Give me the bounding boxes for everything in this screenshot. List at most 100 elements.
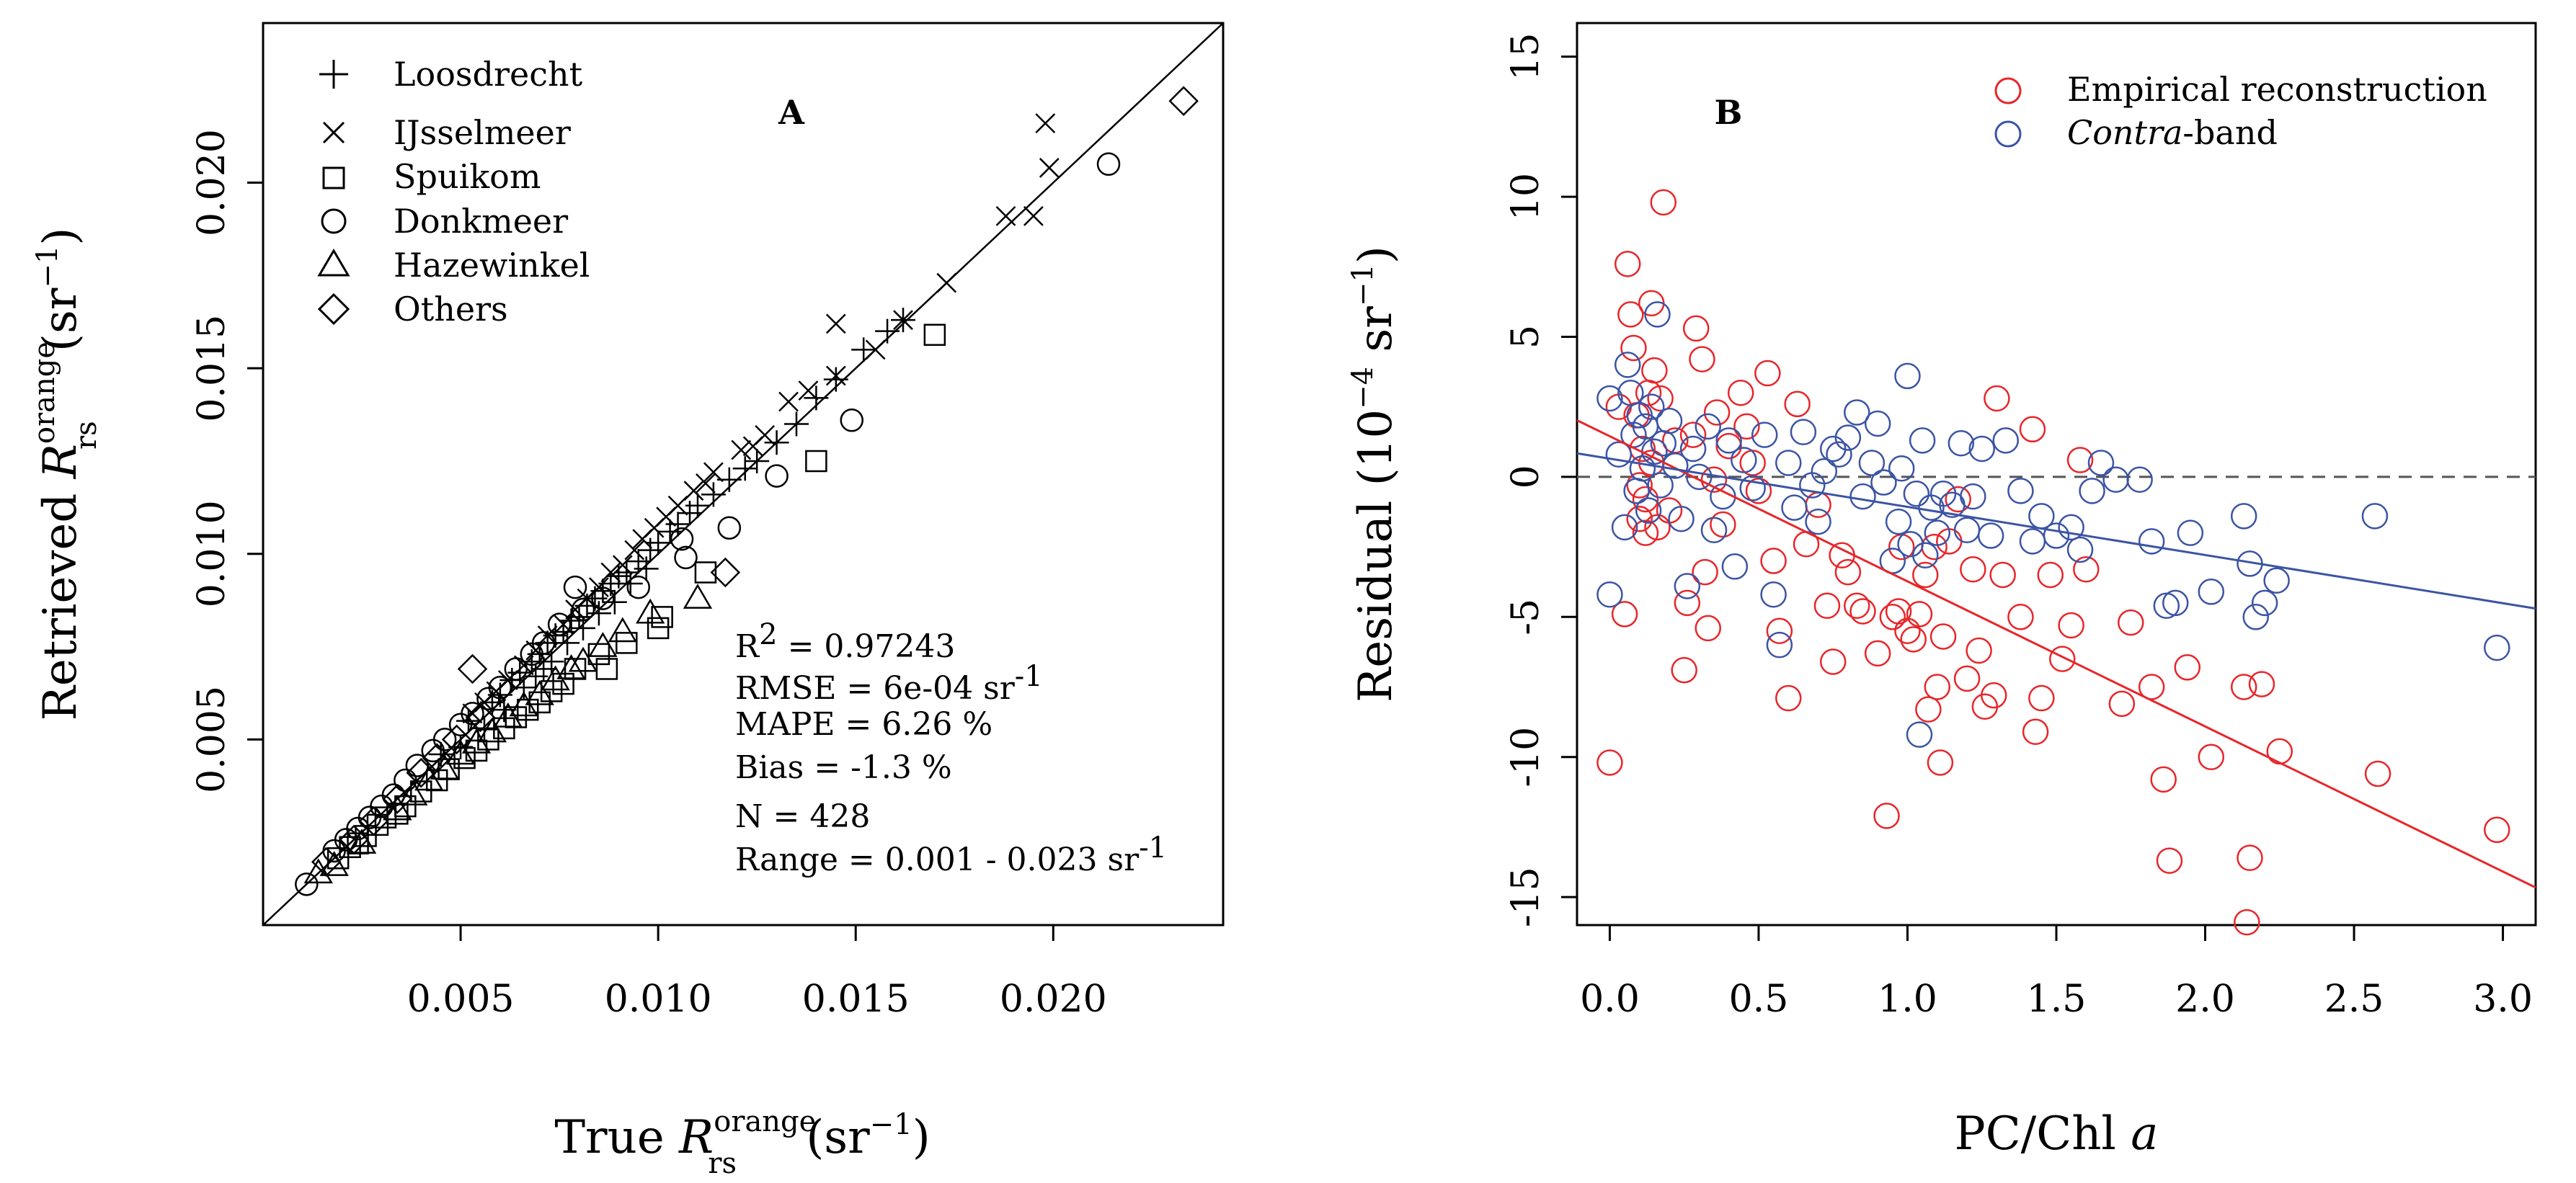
point-contra-band xyxy=(2079,478,2105,504)
x-tick-label: 1.5 xyxy=(2027,978,2087,1021)
point-ijsselmeer xyxy=(798,380,819,401)
x-tick-label: 0.0 xyxy=(1580,978,1640,1021)
point-empirical xyxy=(1900,626,1927,653)
point-loosdrecht xyxy=(456,708,481,733)
point-contra-band xyxy=(1617,379,1644,406)
point-spuikom xyxy=(595,658,618,680)
point-empirical xyxy=(1611,601,1638,628)
point-empirical xyxy=(1784,390,1811,418)
point-contra-band xyxy=(1662,452,1689,479)
y-tick-label: 5 xyxy=(1504,325,1547,349)
point-empirical xyxy=(1650,189,1677,216)
point-donkmeer xyxy=(504,657,528,681)
point-contra-band xyxy=(1849,483,1876,510)
diamond-marker-icon xyxy=(317,293,350,326)
point-donkmeer xyxy=(626,575,650,599)
point-hazewinkel xyxy=(636,598,665,624)
point-contra-band xyxy=(2263,567,2290,594)
point-ijsselmeer xyxy=(995,206,1016,226)
point-contra-band xyxy=(1844,399,1870,426)
point-loosdrecht xyxy=(851,337,876,362)
point-contra-band xyxy=(1766,631,1793,659)
legend-item-hazewinkel: Hazewinkel xyxy=(317,246,590,285)
panel-b-axes: 0.0 0.5 1.0 1.5 2.0 2.5 3.0 -15 -10 -5 0 5 10 15 xyxy=(1504,33,2533,1021)
point-hazewinkel xyxy=(493,702,523,728)
point-hazewinkel xyxy=(556,654,586,679)
point-contra-band xyxy=(1909,427,1936,454)
point-others xyxy=(406,757,437,788)
point-empirical xyxy=(1727,379,1754,406)
point-ijsselmeer xyxy=(1035,113,1056,133)
y-tick-label: 0 xyxy=(1504,465,1547,488)
point-spuikom xyxy=(410,780,432,803)
point-donkmeer xyxy=(670,527,694,551)
y-tick-label: 15 xyxy=(1504,33,1547,81)
point-spuikom xyxy=(616,632,638,654)
y-tick-label: -5 xyxy=(1504,599,1547,635)
point-hazewinkel xyxy=(383,795,412,821)
x-tick-label: 0.015 xyxy=(802,978,910,1021)
point-ijsselmeer xyxy=(1023,206,1044,226)
point-empirical xyxy=(1596,749,1623,776)
point-empirical xyxy=(1927,749,1954,776)
point-others xyxy=(710,557,741,588)
point-empirical xyxy=(2037,561,2064,589)
stat-r2: R2 = 0.97243 xyxy=(735,618,955,665)
x-tick-label: 3.0 xyxy=(2473,978,2533,1021)
point-empirical xyxy=(1671,656,1697,684)
legend-item-contra-band: Contra-band xyxy=(1994,113,2278,152)
point-empirical xyxy=(2248,671,2275,697)
point-empirical xyxy=(1620,334,1647,362)
point-spuikom xyxy=(517,698,539,721)
panel-a: 0.005 0.010 0.015 0.020 0.005 0.010 0.015 0.020… xyxy=(28,22,1225,1180)
panel-b-legend: Empirical reconstruction Contra-band xyxy=(1994,70,2487,152)
point-empirical xyxy=(1692,558,1718,586)
point-ijsselmeer xyxy=(565,599,585,620)
y-tick-label: 0.020 xyxy=(190,129,234,236)
point-hazewinkel xyxy=(525,680,554,705)
point-empirical xyxy=(1626,472,1653,499)
point-empirical xyxy=(1960,555,1986,583)
panel-b-x-axis-label: PC/Chl a xyxy=(1955,1107,2159,1161)
point-loosdrecht xyxy=(701,482,726,507)
point-contra-band xyxy=(1906,721,1933,748)
point-spuikom xyxy=(552,672,574,695)
point-empirical xyxy=(1695,615,1721,642)
point-donkmeer xyxy=(448,713,473,737)
point-loosdrecht xyxy=(507,660,533,685)
point-loosdrecht xyxy=(586,601,611,626)
point-ijsselmeer xyxy=(936,272,957,293)
point-hazewinkel xyxy=(347,829,377,854)
point-contra-band xyxy=(1960,483,1986,510)
panel-a-frame xyxy=(262,22,1225,927)
point-donkmeer xyxy=(1096,152,1121,177)
point-contra-band xyxy=(1864,410,1891,437)
point-contra-band xyxy=(2361,503,2389,530)
point-empirical xyxy=(2174,654,2200,681)
point-hazewinkel xyxy=(319,851,349,876)
point-donkmeer xyxy=(295,872,319,896)
point-empirical xyxy=(1844,592,1870,619)
point-loosdrecht xyxy=(875,318,900,344)
point-ijsselmeer xyxy=(742,436,763,457)
legend-label: Contra-band xyxy=(2067,113,2278,152)
circle-marker-icon xyxy=(321,208,347,234)
point-empirical xyxy=(1929,623,1957,650)
point-contra-band xyxy=(1953,517,1981,544)
point-empirical xyxy=(2019,416,2046,443)
point-empirical xyxy=(2108,690,2136,718)
point-contra-band xyxy=(1977,522,2004,549)
point-empirical xyxy=(1689,346,1715,372)
point-contra-band xyxy=(2484,634,2510,661)
point-contra-band xyxy=(1858,450,1886,476)
y-tick-label: 10 xyxy=(1504,173,1547,220)
point-contra-band xyxy=(1647,472,1674,499)
point-contra-band xyxy=(2126,466,2153,494)
point-contra-band xyxy=(1888,455,1915,482)
point-hazewinkel xyxy=(588,632,618,657)
legend-item-ijsselmeer: IJsselmeer xyxy=(322,113,571,152)
point-spuikom xyxy=(493,717,515,740)
point-empirical xyxy=(2066,447,2094,473)
point-hazewinkel xyxy=(445,739,476,765)
point-contra-band xyxy=(1894,362,1921,390)
